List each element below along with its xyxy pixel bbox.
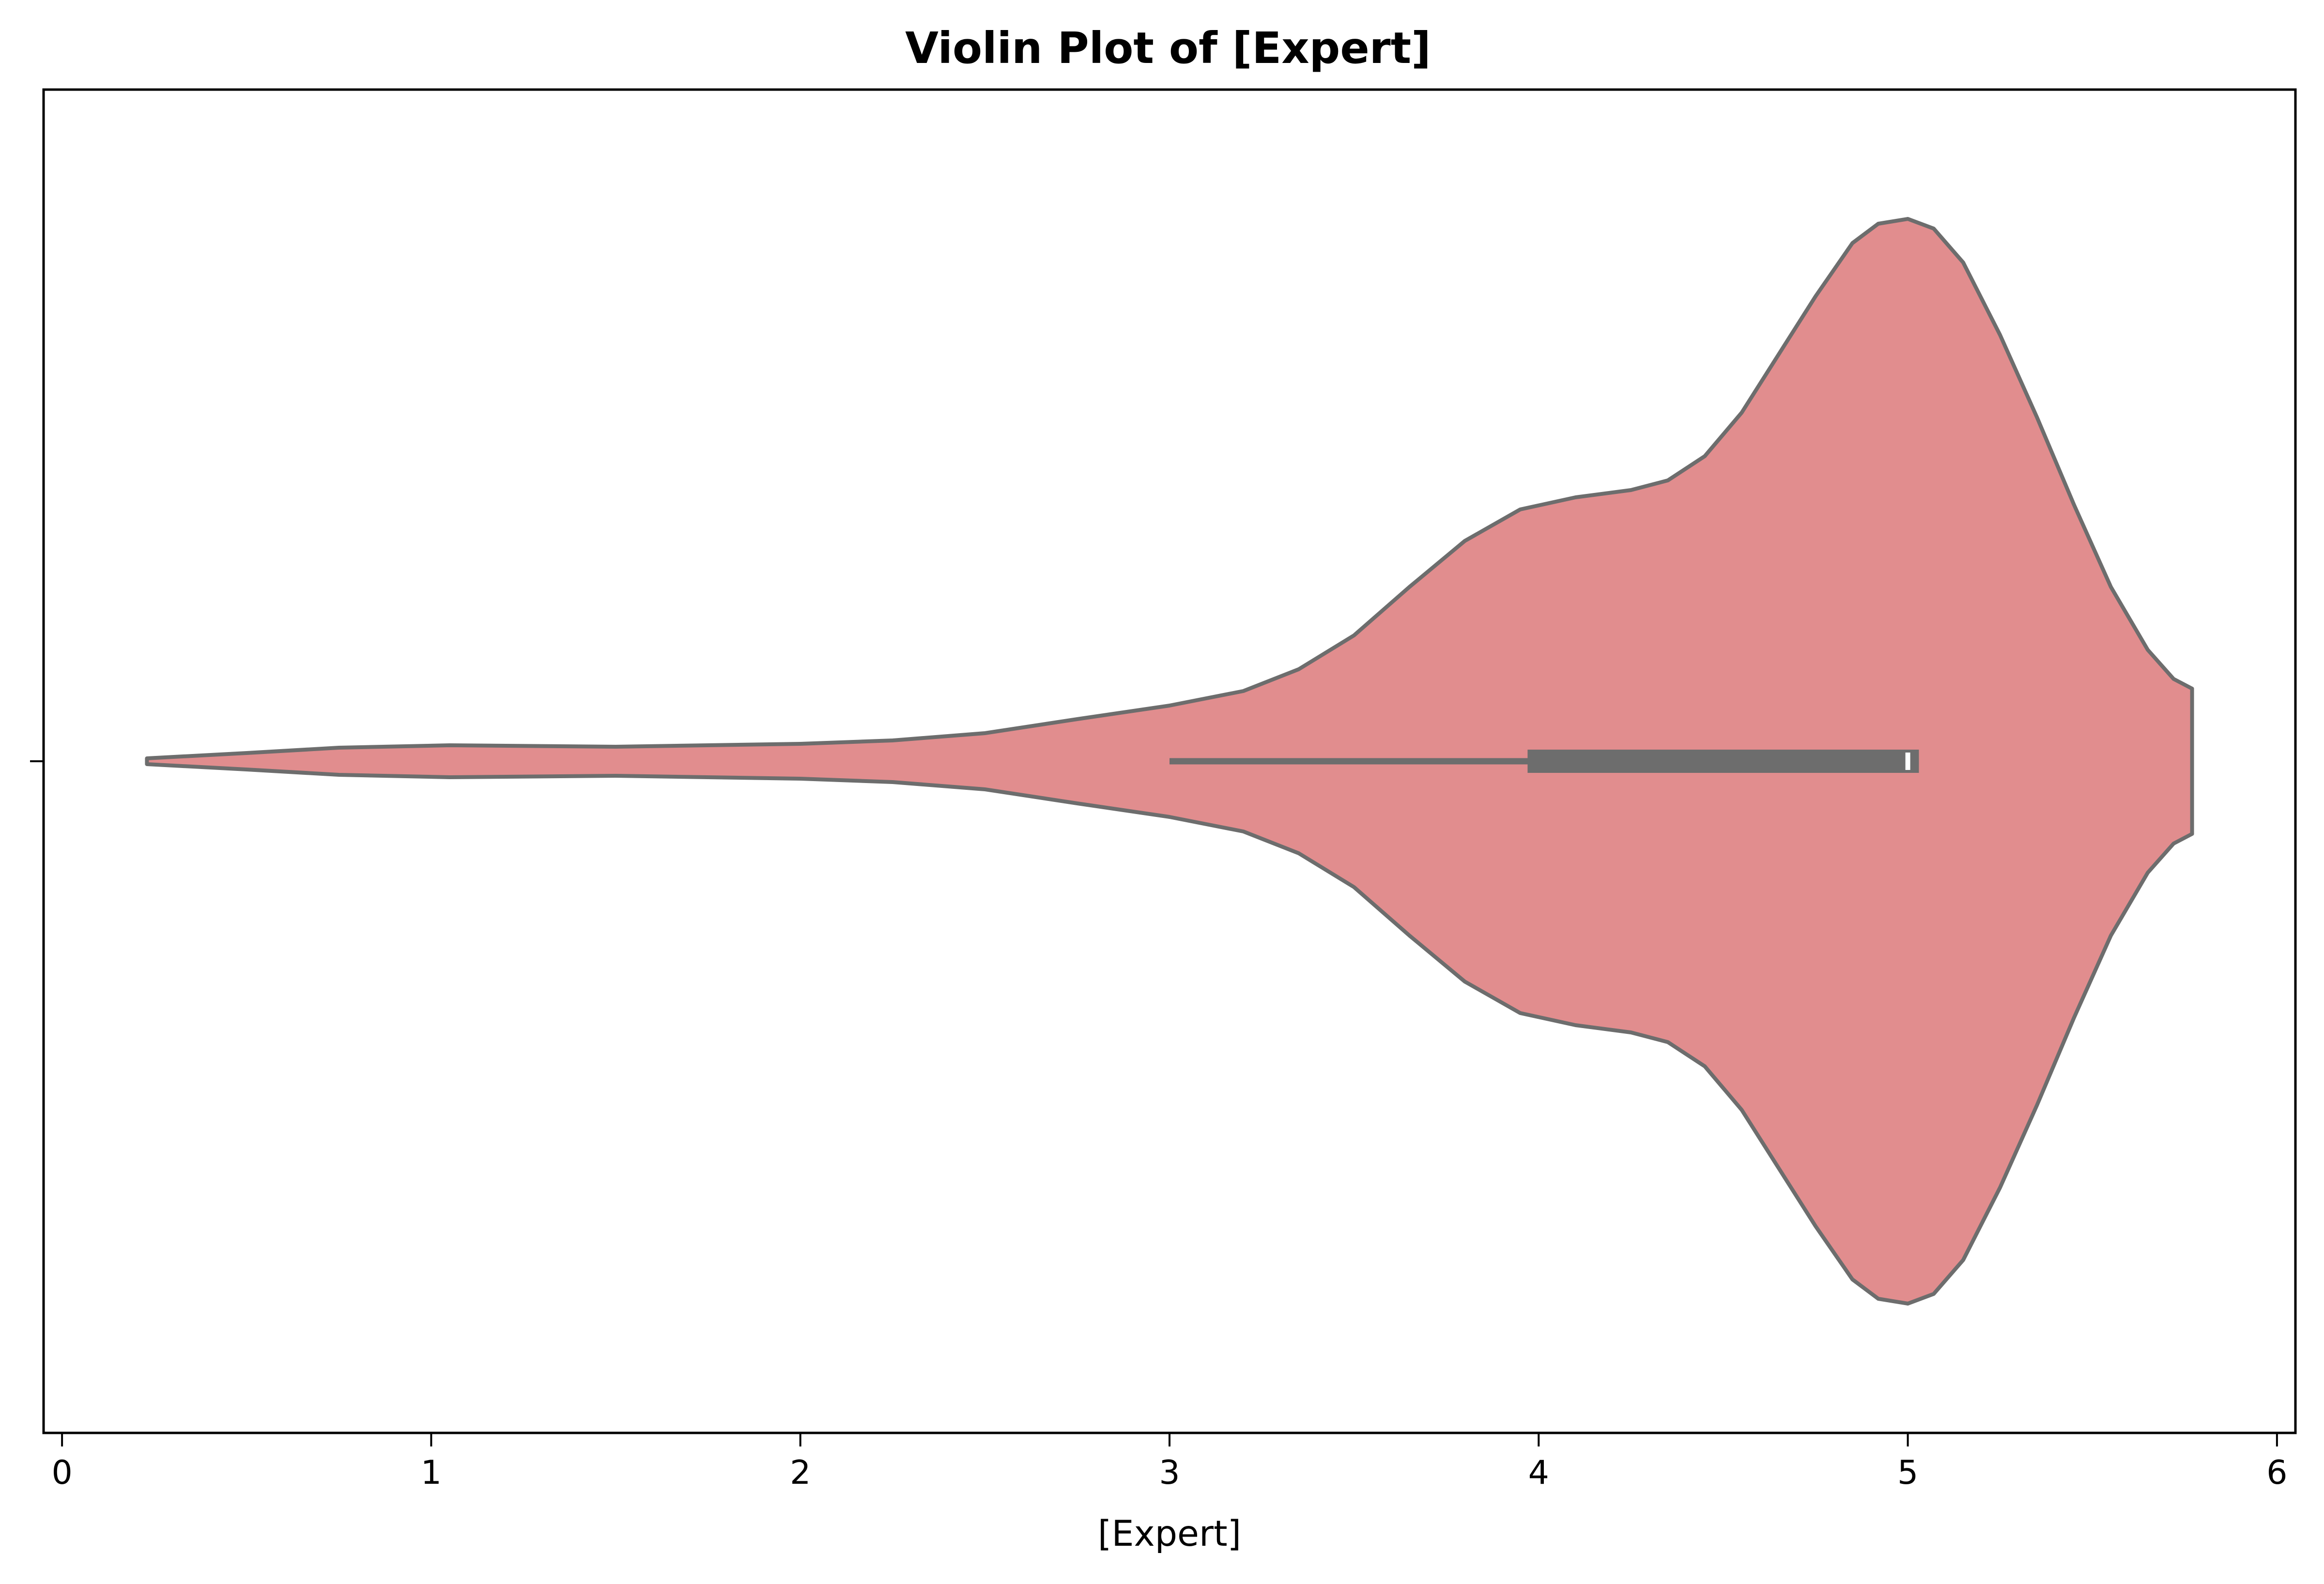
median-marker: [1905, 753, 1910, 770]
chart-title: Violin Plot of [Expert]: [905, 23, 1431, 73]
iqr-box: [1527, 750, 1919, 773]
x-tick-label: 0: [51, 1454, 72, 1492]
inner-box-layer: [1170, 750, 1919, 773]
x-axis-label: [Expert]: [1098, 1513, 1241, 1554]
x-axis: 0 1 2 3 4 5 6: [51, 1433, 2288, 1492]
x-tick-label: 6: [2266, 1454, 2287, 1492]
x-tick-label: 3: [1159, 1454, 1180, 1492]
x-tick-label: 2: [790, 1454, 811, 1492]
x-tick-label: 5: [1897, 1454, 1918, 1492]
x-tick-label: 1: [421, 1454, 442, 1492]
x-tick-label: 4: [1528, 1454, 1549, 1492]
